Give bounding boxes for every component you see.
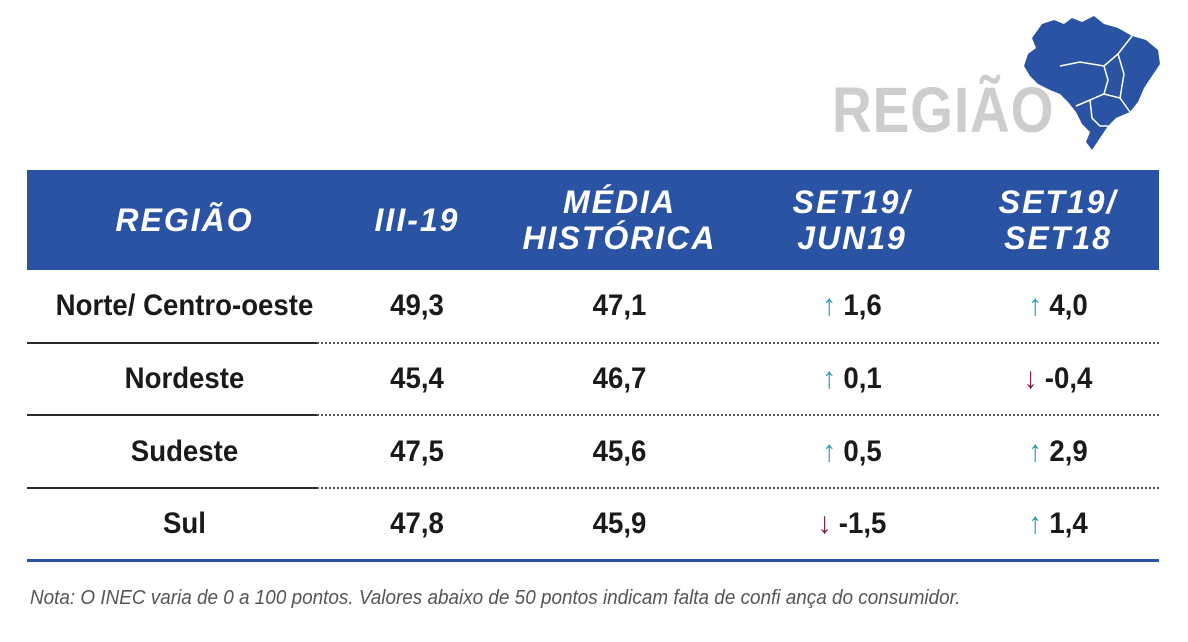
cell-media: 46,7 [592, 362, 647, 395]
cell-set-jun: ↓ -1,5 [817, 507, 887, 540]
cell-regiao: Sudeste [130, 435, 239, 468]
cell-media: 47,1 [592, 289, 647, 322]
cell-set-set: ↑ 2,9 [1028, 435, 1088, 468]
table-row: Sudeste 47,5 45,6 ↑ 0,5 ↑ 2,9 [27, 416, 1159, 488]
header-set19-jun19: SET19/JUN19 [792, 184, 912, 256]
row-divider-dotted [317, 414, 1159, 416]
footnote: Nota: O INEC varia de 0 a 100 pontos. Va… [30, 587, 961, 609]
row-divider [27, 487, 317, 489]
cell-set-set: ↑ 1,4 [1028, 507, 1088, 540]
table-header: REGIÃO III-19 MÉDIA HISTÓRICA SET19/JUN19… [27, 170, 1159, 270]
arrow-up-icon: ↑ [822, 435, 837, 468]
arrow-down-icon: ↓ [1023, 362, 1038, 395]
cell-set-set: ↓ -0,4 [1023, 362, 1093, 395]
arrow-up-icon: ↑ [1028, 289, 1043, 322]
table-row: Nordeste 45,4 46,7 ↑ 0,1 ↓ -0,4 [27, 343, 1159, 415]
cell-iii19: 47,5 [390, 435, 444, 468]
row-divider-dotted [317, 487, 1159, 489]
cell-set-set: ↑ 4,0 [1028, 289, 1088, 322]
arrow-up-icon: ↑ [1028, 507, 1043, 540]
cell-media: 45,6 [592, 435, 647, 468]
brazil-map-icon [1024, 16, 1160, 150]
cell-regiao: Nordeste [124, 362, 245, 395]
cell-regiao: Sul [163, 507, 206, 540]
arrow-up-icon: ↑ [822, 289, 837, 322]
cell-iii19: 49,3 [390, 289, 444, 322]
header-regiao: REGIÃO [115, 202, 254, 238]
arrow-down-icon: ↓ [817, 507, 832, 540]
header-set19-set18: SET19/SET18 [998, 184, 1118, 256]
cell-set-jun: ↑ 0,1 [822, 362, 882, 395]
table-row: Sul 47,8 45,9 ↓ -1,5 ↑ 1,4 [27, 488, 1159, 560]
row-divider [27, 342, 317, 344]
table-row: Norte/ Centro-oeste 49,3 47,1 ↑ 1,6 ↑ 4,0 [27, 270, 1159, 342]
cell-iii19: 45,4 [390, 362, 444, 395]
cell-iii19: 47,8 [390, 507, 444, 540]
row-divider-dotted [317, 342, 1159, 344]
header-media-historica: MÉDIA HISTÓRICA [522, 184, 717, 256]
arrow-up-icon: ↑ [1028, 435, 1043, 468]
cell-regiao: Norte/ Centro-oeste [55, 289, 314, 322]
page-title: REGIÃO [832, 74, 1055, 146]
arrow-up-icon: ↑ [822, 362, 837, 395]
table-bottom-rule [27, 559, 1159, 562]
cell-media: 45,9 [592, 507, 647, 540]
cell-set-jun: ↑ 0,5 [822, 435, 882, 468]
header-iii19: III-19 [374, 202, 460, 238]
cell-set-jun: ↑ 1,6 [822, 289, 882, 322]
row-divider [27, 414, 317, 416]
